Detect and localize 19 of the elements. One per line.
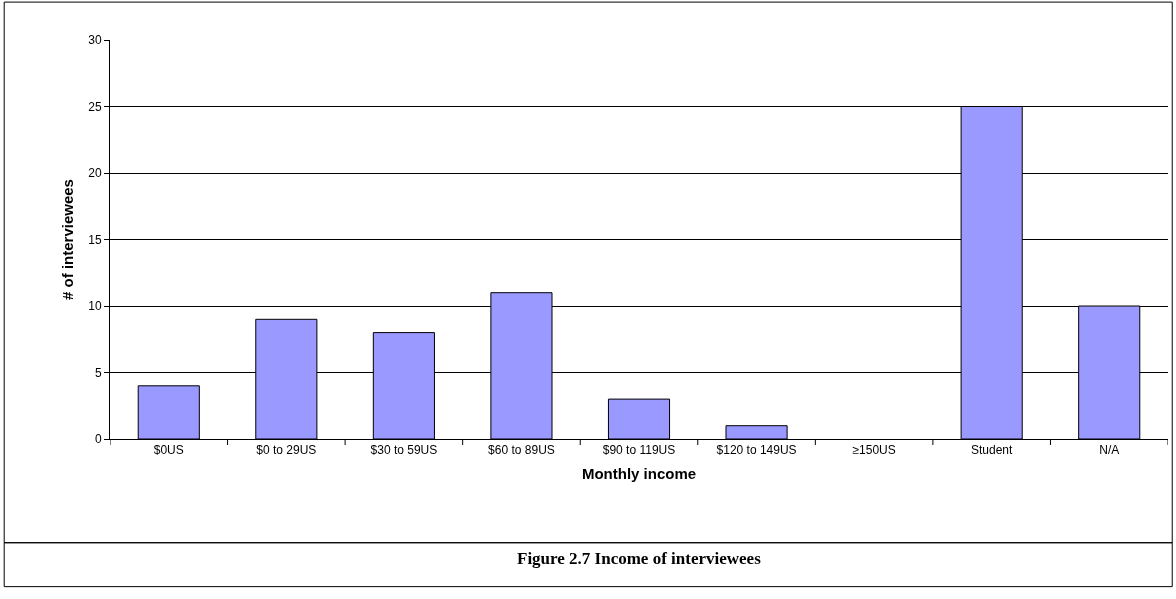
x-tick-label: $90 to 119US	[602, 443, 676, 458]
x-axis-title: Monthly income	[581, 465, 697, 483]
x-tick-label: ≥150US	[852, 443, 896, 458]
y-tick-label: 10	[88, 299, 102, 314]
y-tick-label: 30	[88, 33, 102, 48]
y-tick-label: 25	[88, 99, 102, 114]
x-tick-label: $30 to 59US	[370, 443, 438, 458]
x-tick-label: $120 to 149US	[716, 443, 797, 458]
x-tick-label: N/A	[1099, 443, 1120, 458]
x-tick-label: Student	[970, 443, 1014, 458]
x-tick-label: $0US	[153, 443, 184, 458]
y-axis-title: # of interviewees	[59, 179, 77, 300]
y-tick-label: 15	[88, 232, 102, 247]
y-tick-label: 5	[94, 365, 102, 380]
y-tick-label: 0	[94, 432, 102, 447]
x-tick-label: $60 to 89US	[488, 443, 555, 458]
y-tick-label: 20	[88, 166, 102, 181]
caption: Figure 2.7 Income of interviewees	[517, 549, 762, 568]
x-tick-label: $0 to 29US	[256, 443, 317, 458]
